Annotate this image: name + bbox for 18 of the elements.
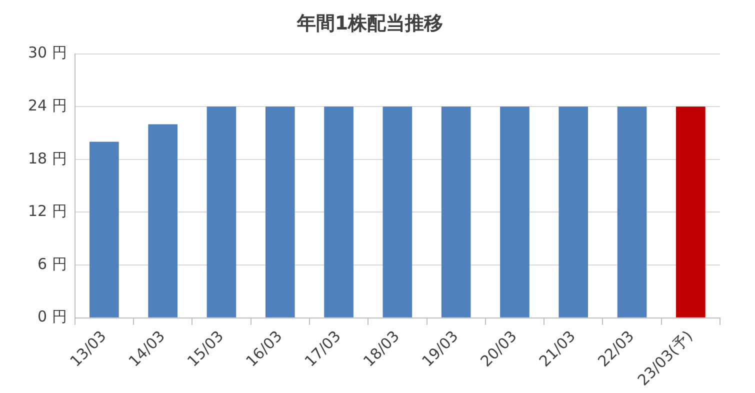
bar <box>382 106 412 318</box>
y-tick-label: 12 円 <box>28 202 67 220</box>
y-tick-label: 6 円 <box>38 254 67 273</box>
bar <box>265 106 295 318</box>
bar <box>558 106 588 318</box>
bar <box>206 106 236 318</box>
bar <box>148 124 178 318</box>
y-tick-label: 18 円 <box>28 149 67 168</box>
y-tick-label: 0 円 <box>38 308 67 326</box>
bar <box>617 106 647 318</box>
bar <box>90 142 119 318</box>
chart-title: 年間1株配当推移 <box>296 12 444 34</box>
y-tick-label: 24 円 <box>28 96 67 114</box>
bar <box>441 106 471 318</box>
bar <box>676 106 706 318</box>
bar <box>324 106 354 318</box>
y-tick-label: 30 円 <box>28 44 67 62</box>
bar <box>500 106 530 318</box>
